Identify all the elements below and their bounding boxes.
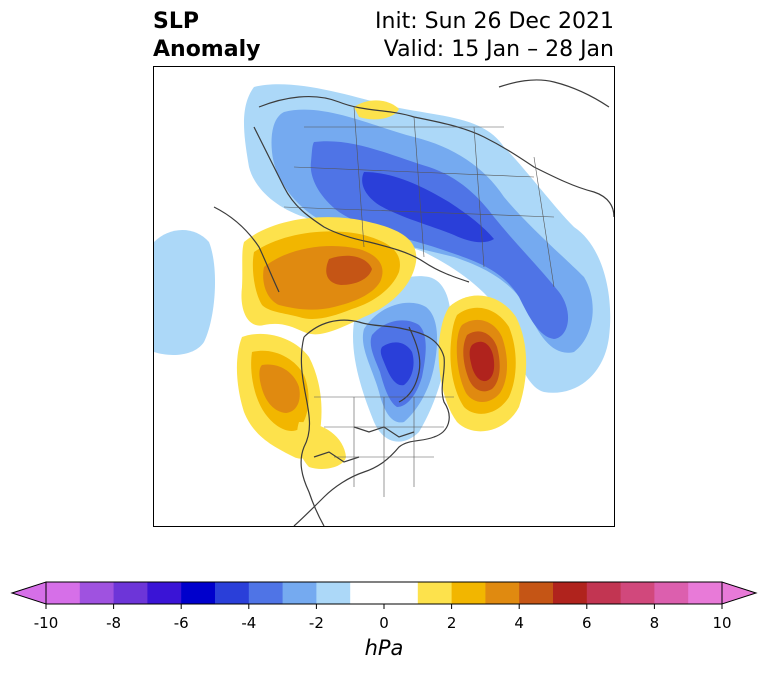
political-boundaries: [283, 106, 555, 497]
colorbar-tick-label: -6: [173, 614, 189, 632]
colorbar-tick-label: 4: [514, 614, 524, 632]
positive-anomaly-ne-pacific: [236, 333, 346, 469]
init-date: Init: Sun 26 Dec 2021: [375, 9, 614, 34]
colorbar-tick-label: 8: [649, 614, 660, 632]
contour-pos5-atlantic: [469, 341, 495, 382]
contour-pos4-alaska: [326, 255, 372, 285]
colorbar-bin: [620, 582, 655, 604]
title-field: Anomaly: [153, 37, 261, 62]
colorbar-over-arrow: [721, 581, 758, 605]
colorbar-bin: [553, 582, 588, 604]
valid-dates: Valid: 15 Jan – 28 Jan: [383, 37, 614, 62]
forecast-info: Init: Sun 26 Dec 2021 Valid: 15 Jan – 28…: [375, 8, 614, 64]
colorbar-bin: [181, 582, 216, 604]
colorbar-bin: [350, 582, 385, 604]
colorbar-tick-label: 2: [446, 614, 457, 632]
colorbar-bin: [248, 582, 284, 604]
colorbar-label: hPa: [364, 636, 404, 660]
title-variable: SLP: [153, 9, 199, 34]
colorbar-bin: [586, 582, 622, 604]
colorbar-bin: [46, 582, 81, 604]
colorbar-bin: [519, 582, 554, 604]
negative-anomaly-west-pacific: [154, 229, 216, 355]
colorbar-bin: [485, 582, 520, 604]
colorbar-bin: [316, 582, 351, 604]
colorbar: [10, 581, 758, 609]
contour-neg4-hudson: [380, 342, 414, 386]
contour-pos1-western-us: [297, 422, 346, 469]
map-canvas: [154, 79, 614, 526]
negative-anomaly-eurasia: [244, 84, 611, 393]
colorbar-tick-label: 6: [582, 614, 592, 632]
colorbar-bin: [113, 582, 148, 604]
colorbar-bin: [147, 582, 182, 604]
colorbar-ticks: [45, 604, 723, 609]
anomaly-map: [153, 66, 615, 527]
colorbar-bin: [282, 582, 317, 604]
colorbar-bin: [654, 582, 689, 604]
colorbar-tick-label: 10: [712, 614, 732, 632]
map-title: SLP Anomaly: [153, 8, 260, 64]
colorbar-bin: [384, 582, 419, 604]
positive-anomaly-atlantic: [438, 295, 527, 432]
colorbar-bin: [79, 582, 115, 604]
contour-pos3-pacific: [259, 364, 300, 413]
colorbar-bin: [215, 582, 250, 604]
colorbar-tick-label: -8: [106, 614, 122, 632]
colorbar-bin: [451, 582, 486, 604]
colorbar-tick-label: -2: [308, 614, 324, 632]
colorbar-tick-label: -10: [33, 614, 59, 632]
colorbar-bin: [417, 582, 453, 604]
colorbar-bin: [688, 582, 723, 604]
contour-neg4-eurasia: [362, 172, 494, 243]
coastlines: [213, 79, 614, 526]
negative-anomaly-hudson-bay: [353, 276, 451, 442]
colorbar-segments: [46, 582, 723, 604]
colorbar-tick-label: -4: [241, 614, 257, 632]
positive-anomaly-alaska: [241, 217, 417, 335]
colorbar-tick-label: 0: [379, 614, 389, 632]
colorbar-under-arrow: [10, 581, 47, 605]
